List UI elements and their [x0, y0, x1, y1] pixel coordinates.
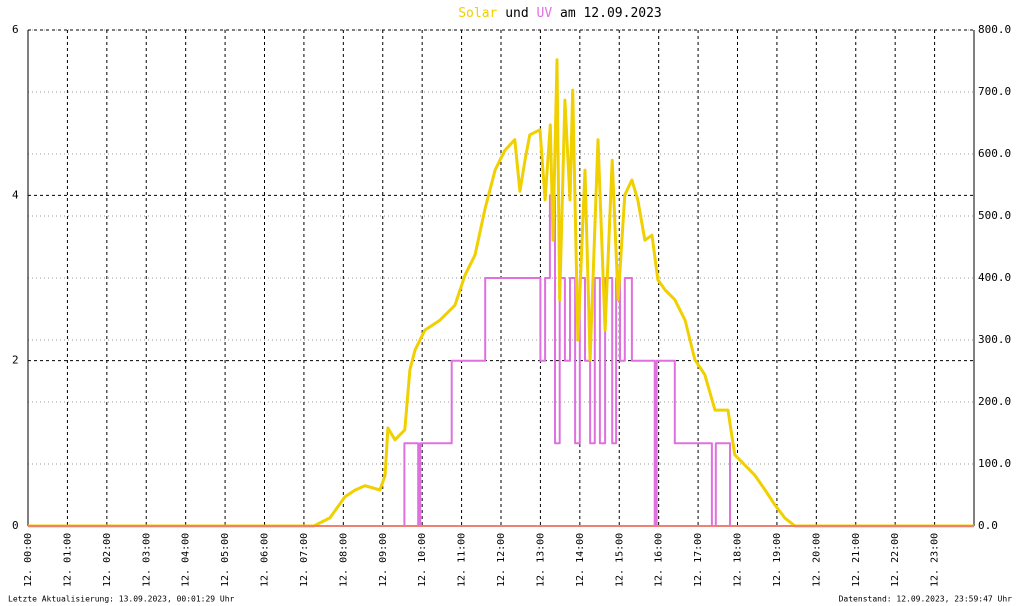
- title-date: am 12.09.2023: [560, 6, 662, 21]
- x-tick-label: 12. 02:00: [102, 533, 113, 587]
- y2-tick-label: 400.0: [978, 271, 1011, 284]
- y-tick-label: 4: [12, 188, 19, 201]
- x-tick-label: 12. 14:00: [575, 533, 586, 587]
- title-uv: UV: [537, 6, 553, 21]
- y-tick-label: 2: [12, 354, 19, 367]
- chart-title: Solar und UV am 12.09.2023: [458, 6, 662, 21]
- x-tick-label: 12. 23:00: [930, 533, 941, 587]
- x-tick-label: 12. 21:00: [851, 533, 862, 587]
- x-tick-label: 12. 10:00: [417, 533, 428, 587]
- x-tick-label: 12. 09:00: [378, 533, 389, 587]
- y-tick-label: 6: [12, 23, 19, 36]
- title-join: und: [505, 6, 528, 21]
- x-tick-label: 12. 03:00: [141, 533, 152, 587]
- x-tick-label: 12. 01:00: [62, 533, 73, 587]
- y2-tick-label: 200.0: [978, 395, 1011, 408]
- y2-tick-label: 500.0: [978, 209, 1011, 222]
- title-solar: Solar: [458, 6, 497, 21]
- series-line: [28, 58, 974, 528]
- y2-tick-label: 300.0: [978, 333, 1011, 346]
- x-tick-label: 12. 11:00: [457, 533, 468, 587]
- y2-tick-label: 800.0: [978, 23, 1011, 36]
- x-tick-label: 12. 12:00: [496, 533, 507, 587]
- footer-left: Letzte Aktualisierung: 13.09.2023, 00:01…: [8, 595, 235, 604]
- y-tick-label: 0: [12, 519, 19, 532]
- x-tick-label: 12. 07:00: [299, 533, 310, 587]
- y2-tick-label: 600.0: [978, 147, 1011, 160]
- x-tick-label: 12. 04:00: [181, 533, 192, 587]
- x-tick-label: 12. 17:00: [693, 533, 704, 587]
- x-tick-label: 12. 22:00: [890, 533, 901, 587]
- x-tick-label: 12. 15:00: [614, 533, 625, 587]
- x-tick-label: 12. 13:00: [535, 533, 546, 587]
- footer-right: Datenstand: 12.09.2023, 23:59:47 Uhr: [839, 595, 1013, 604]
- x-tick-label: 12. 16:00: [654, 533, 665, 587]
- x-tick-label: 12. 19:00: [772, 533, 783, 587]
- x-tick-label: 12. 18:00: [733, 533, 744, 587]
- y2-tick-label: 0.0: [978, 519, 998, 532]
- x-tick-label: 12. 08:00: [338, 533, 349, 587]
- x-tick-label: 12. 05:00: [220, 533, 231, 587]
- y2-tick-label: 700.0: [978, 85, 1011, 98]
- x-tick-label: 12. 20:00: [811, 533, 822, 587]
- x-tick-label: 12. 00:00: [23, 533, 34, 587]
- x-tick-label: 12. 06:00: [260, 533, 271, 587]
- y2-tick-label: 100.0: [978, 457, 1011, 470]
